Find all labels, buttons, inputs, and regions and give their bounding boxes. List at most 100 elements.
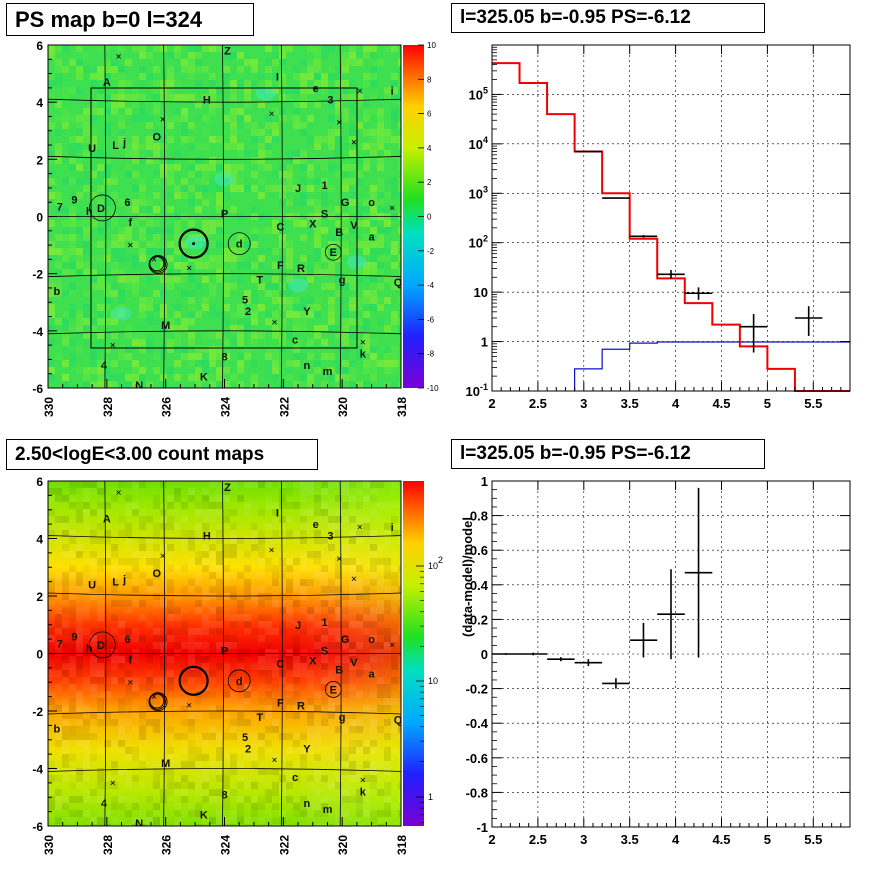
map-texture-cell (83, 747, 90, 754)
map-texture-cell (328, 684, 335, 691)
map-texture-cell (167, 544, 174, 551)
map-texture-cell (209, 311, 216, 318)
map-texture-cell (384, 649, 391, 656)
map-ytick-label: -4 (32, 763, 43, 777)
map-texture-cell (62, 656, 69, 663)
map-texture-cell (265, 747, 272, 754)
map-texture-cell (181, 185, 188, 192)
map-texture-cell (223, 544, 230, 551)
map-texture-cell (272, 656, 279, 663)
map-texture-cell (48, 80, 55, 87)
map-texture-cell (286, 579, 293, 586)
map-texture-cell (104, 150, 111, 157)
map-texture-cell (272, 663, 279, 670)
map-texture-cell (125, 509, 132, 516)
map-texture-cell (76, 255, 83, 262)
map-texture-cell (146, 796, 153, 803)
map-texture-cell (76, 698, 83, 705)
map-texture-cell (139, 537, 146, 544)
map-texture-cell (237, 150, 244, 157)
map-texture-cell (209, 677, 216, 684)
map-texture-cell (55, 726, 62, 733)
map-texture-cell (139, 614, 146, 621)
map-texture-cell (307, 656, 314, 663)
map-texture-cell (272, 789, 279, 796)
map-texture-cell (146, 705, 153, 712)
map-source-circle (89, 194, 116, 222)
map-texture-cell (272, 768, 279, 775)
map-texture-cell (83, 600, 90, 607)
map-texture-cell (293, 670, 300, 677)
map-texture-cell (153, 628, 160, 635)
map-texture-cell (363, 586, 370, 593)
map-texture-cell (48, 586, 55, 593)
map-texture-cell (188, 488, 195, 495)
map-texture-cell (391, 122, 398, 129)
map-texture-cell (307, 803, 314, 810)
map-texture-cell (335, 367, 342, 374)
map-texture-cell (188, 290, 195, 297)
map-texture-cell (139, 544, 146, 551)
map-texture-cell (272, 297, 279, 304)
map-texture-cell (118, 45, 125, 52)
map-texture-cell (146, 761, 153, 768)
map-texture-cell (153, 593, 160, 600)
map-texture-cell (97, 523, 104, 530)
map-texture-cell (174, 304, 181, 311)
map-texture-cell (118, 87, 125, 94)
map-texture-cell (69, 677, 76, 684)
residual-data-point (657, 569, 685, 660)
map-texture-cell (377, 199, 384, 206)
map-texture-cell (202, 199, 209, 206)
map-texture-cell (174, 824, 181, 826)
map-texture-cell (55, 248, 62, 255)
map-texture-cell (244, 586, 251, 593)
map-texture-cell (97, 768, 104, 775)
map-texture-cell (223, 80, 230, 87)
map-texture-cell (216, 523, 223, 530)
map-texture-cell (265, 558, 272, 565)
map-texture-cell (223, 353, 230, 360)
map-texture-cell (279, 817, 286, 824)
map-ytick-label: 6 (36, 39, 43, 53)
map-texture-cell (223, 768, 230, 775)
map-texture-cell (321, 810, 328, 817)
map-texture-cell (167, 502, 174, 509)
map-texture-cell (209, 621, 216, 628)
map-texture-cell (111, 747, 118, 754)
map-texture-cell (195, 164, 202, 171)
map-texture-cell (342, 663, 349, 670)
map-source-label: f (129, 217, 133, 229)
map-texture-cell (90, 824, 97, 826)
map-texture-cell (188, 803, 195, 810)
map-texture-cell (370, 304, 377, 311)
map-texture-cell (76, 318, 83, 325)
map-texture-cell (139, 551, 146, 558)
map-texture-cell (111, 768, 118, 775)
map-texture-cell (265, 796, 272, 803)
map-texture-cell (356, 276, 363, 283)
map-texture-cell (384, 810, 391, 817)
map-texture-cell (216, 101, 223, 108)
map-texture-cell (356, 670, 363, 677)
map-texture-cell (286, 516, 293, 523)
map-texture-cell (349, 276, 356, 283)
map-texture-cell (251, 810, 258, 817)
map-texture-cell (335, 740, 342, 747)
map-texture-cell (265, 346, 272, 353)
map-source-label: V (350, 657, 358, 669)
map-texture-cell (62, 108, 69, 115)
map-texture-cell (391, 698, 398, 705)
map-texture-cell (153, 66, 160, 73)
map-texture-cell (55, 129, 62, 136)
map-texture-cell (97, 705, 104, 712)
map-texture-cell (111, 740, 118, 747)
spectrum-source-model-line (574, 341, 850, 391)
map-texture-cell (146, 220, 153, 227)
map-texture-cell (342, 66, 349, 73)
map-texture-cell (55, 276, 62, 283)
map-texture-cell (202, 171, 209, 178)
map-texture-cell (132, 199, 139, 206)
map-texture-cell (307, 199, 314, 206)
map-texture-cell (216, 712, 223, 719)
